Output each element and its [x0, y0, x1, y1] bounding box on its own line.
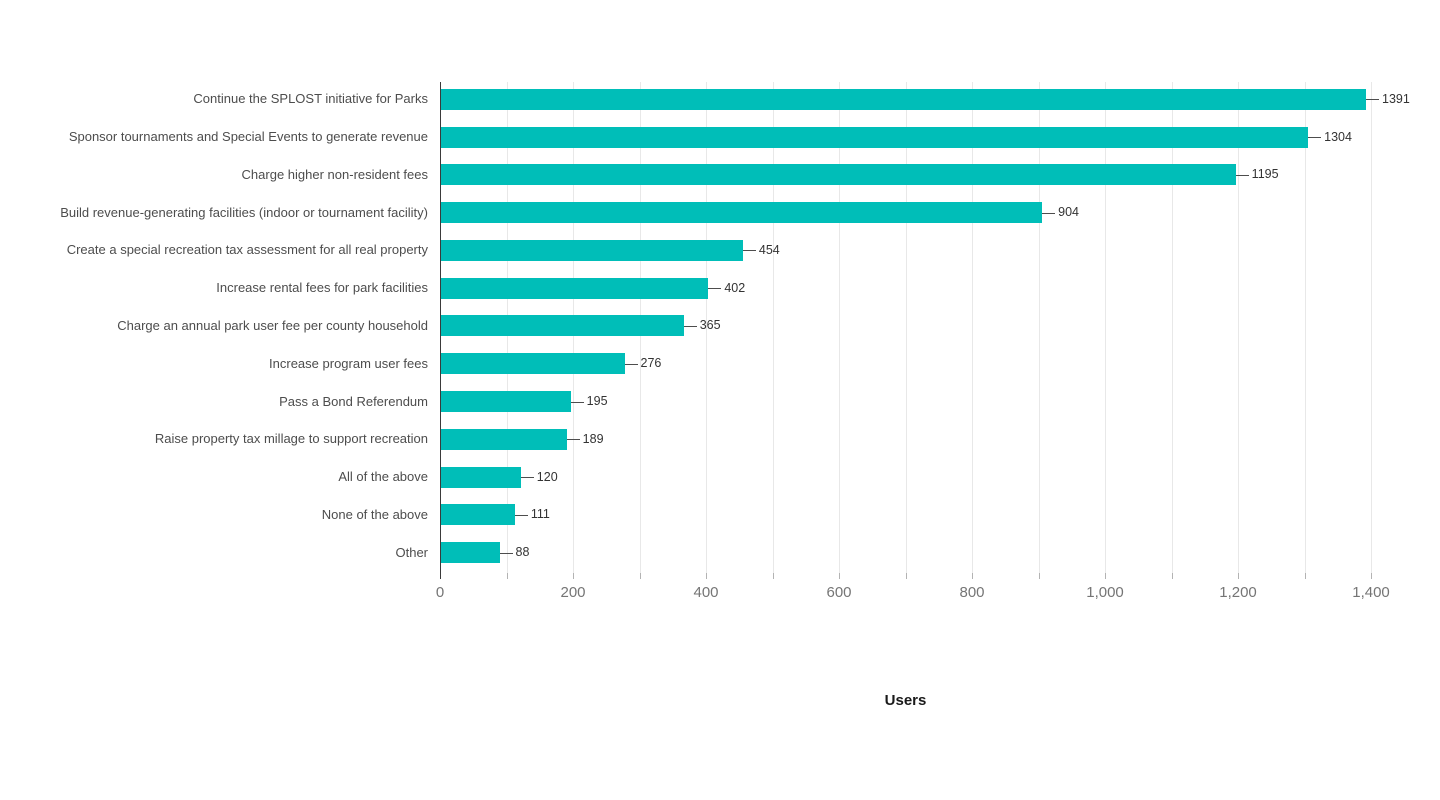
bar[interactable] — [441, 353, 625, 375]
value-connector-line — [1308, 137, 1322, 139]
gridline — [1105, 82, 1106, 573]
gridline — [1038, 82, 1040, 573]
value-connector-line — [742, 250, 756, 252]
gridline — [1238, 82, 1239, 573]
category-label: Build revenue-generating facilities (ind… — [60, 204, 428, 220]
value-label: 454 — [758, 242, 780, 257]
x-tick-label: 0 — [435, 584, 445, 601]
x-axis-tick — [706, 573, 707, 579]
bar[interactable] — [441, 164, 1236, 186]
category-label: All of the above — [338, 469, 428, 485]
category-label: Continue the SPLOST initiative for Parks — [193, 91, 428, 107]
bar[interactable] — [441, 466, 521, 488]
x-axis-tick — [1371, 573, 1372, 579]
x-axis-tick — [1038, 573, 1040, 579]
x-axis-tick — [1304, 573, 1306, 579]
category-label: Create a special recreation tax assessme… — [66, 242, 428, 258]
bar[interactable] — [441, 126, 1309, 148]
value-label: 111 — [530, 507, 550, 522]
bar[interactable] — [441, 542, 500, 564]
gridline — [1304, 82, 1306, 573]
value-connector-line — [520, 477, 534, 479]
category-label: Charge an annual park user fee per count… — [117, 317, 428, 333]
category-label: Increase program user fees — [269, 355, 428, 371]
bar[interactable] — [441, 202, 1043, 224]
value-connector-line — [566, 439, 580, 441]
value-label: 402 — [724, 280, 746, 295]
value-label: 1391 — [1382, 91, 1410, 106]
bar[interactable] — [441, 504, 515, 526]
value-connector-line — [1235, 174, 1249, 176]
gridline — [772, 82, 774, 573]
x-axis-tick — [506, 573, 508, 579]
value-connector-line — [1366, 99, 1379, 101]
value-connector-line — [570, 401, 584, 403]
value-label: 195 — [586, 394, 608, 409]
category-label: None of the above — [321, 506, 428, 522]
bar[interactable] — [441, 277, 709, 299]
gridline — [1371, 82, 1372, 573]
bar[interactable] — [441, 88, 1366, 110]
value-label: 189 — [582, 431, 604, 446]
bar[interactable] — [441, 239, 743, 261]
value-label: 365 — [699, 318, 721, 333]
x-axis-tick — [839, 573, 840, 579]
value-label: 120 — [536, 469, 558, 484]
bar[interactable] — [441, 391, 571, 413]
x-tick-label: 1,400 — [1352, 584, 1390, 601]
x-tick-label: 800 — [959, 584, 985, 601]
category-label: Charge higher non-resident fees — [241, 166, 428, 182]
value-label: 1195 — [1251, 167, 1279, 182]
gridline — [706, 82, 707, 573]
x-axis-tick — [1171, 573, 1173, 579]
x-tick-label: 400 — [693, 584, 719, 601]
gridline — [1171, 82, 1173, 573]
gridline — [839, 82, 840, 573]
category-label: Increase rental fees for park facilities — [216, 280, 428, 296]
bar[interactable] — [441, 315, 684, 337]
bar[interactable] — [441, 428, 567, 450]
x-axis-tick — [573, 573, 574, 579]
x-axis-tick — [1105, 573, 1106, 579]
x-tick-label: 1,200 — [1219, 584, 1257, 601]
x-axis-tick — [972, 573, 973, 579]
value-label: 88 — [515, 545, 530, 560]
value-connector-line — [683, 325, 697, 327]
x-axis-tick — [772, 573, 774, 579]
x-axis-tick — [1238, 573, 1239, 579]
category-label: Raise property tax millage to support re… — [154, 431, 428, 447]
value-label: 1304 — [1324, 129, 1352, 144]
category-label: Sponsor tournaments and Special Events t… — [68, 129, 428, 145]
x-tick-label: 600 — [826, 584, 852, 601]
value-connector-line — [1042, 212, 1056, 214]
x-axis-tick — [905, 573, 907, 579]
value-connector-line — [708, 288, 722, 290]
y-axis-line — [440, 82, 441, 579]
category-label: Other — [395, 544, 428, 560]
x-tick-label: 200 — [560, 584, 586, 601]
x-axis-title: Users — [884, 692, 927, 709]
value-connector-line — [514, 514, 528, 516]
x-tick-label: 1,000 — [1086, 584, 1124, 601]
value-connector-line — [624, 363, 638, 365]
gridline — [972, 82, 973, 573]
gridline — [905, 82, 907, 573]
x-axis-tick — [639, 573, 641, 579]
category-label: Pass a Bond Referendum — [279, 393, 428, 409]
value-connector-line — [499, 552, 513, 554]
value-label: 276 — [640, 356, 662, 371]
value-label: 904 — [1058, 205, 1080, 220]
